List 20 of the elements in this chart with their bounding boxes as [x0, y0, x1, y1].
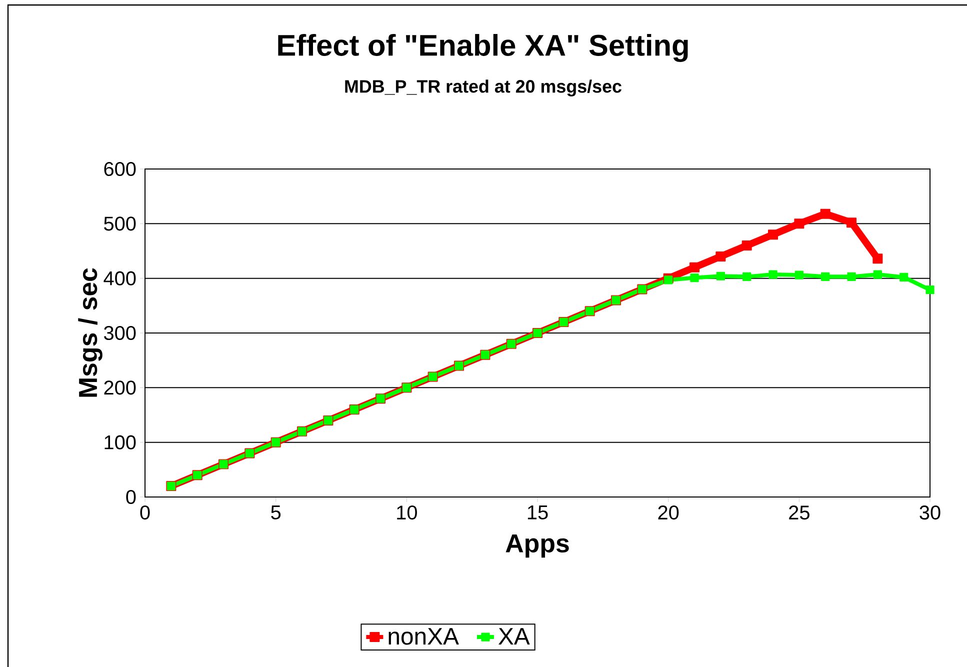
x-tick-label: 10	[397, 506, 417, 520]
legend-label: XA	[498, 628, 530, 645]
x-axis-title: Apps	[506, 534, 569, 558]
x-tick-label: 0	[140, 506, 150, 520]
y-tick-label: 500	[104, 216, 136, 231]
legend-label: nonXA	[388, 628, 459, 645]
x-tick-label: 25	[789, 506, 810, 520]
chart-subtitle: MDB_P_TR rated at 20 msgs/sec	[345, 80, 622, 96]
chart-title: Effect of "Enable XA" Setting	[278, 34, 688, 62]
y-tick-label: 600	[104, 162, 136, 176]
x-tick-label: 5	[271, 506, 281, 520]
y-tick-label: 400	[104, 271, 136, 286]
y-axis-title: Msgs / sec	[78, 268, 102, 397]
y-tick-label: 100	[104, 435, 136, 450]
y-tick-label: 0	[126, 490, 136, 504]
y-tick-label: 200	[104, 380, 136, 395]
x-tick-label: 30	[920, 506, 940, 520]
y-tick-label: 300	[104, 326, 136, 340]
x-tick-label: 20	[658, 506, 679, 520]
x-tick-label: 15	[528, 506, 548, 520]
